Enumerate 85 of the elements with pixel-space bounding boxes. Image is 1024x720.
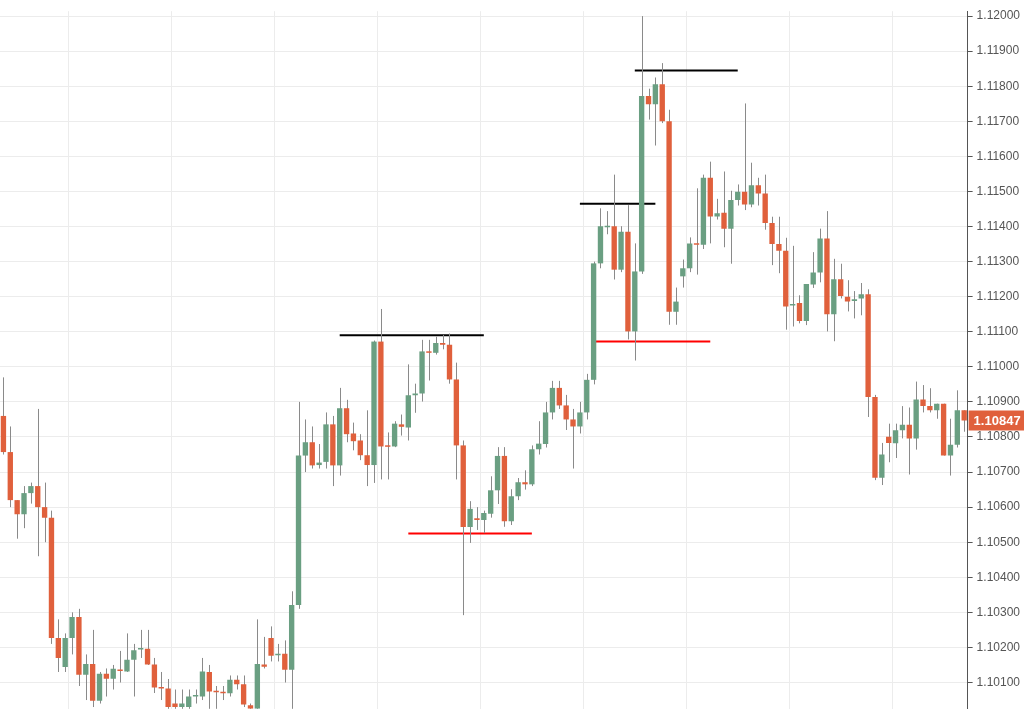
y-tick-label: 1.10300	[976, 604, 1021, 619]
candlestick	[41, 482, 48, 543]
candlestick	[83, 653, 89, 701]
candlestick	[151, 657, 158, 694]
candlestick	[474, 506, 480, 531]
candlestick	[488, 475, 494, 519]
candlestick	[652, 76, 659, 147]
candlestick	[577, 401, 583, 434]
candlestick	[522, 469, 528, 491]
candlestick	[138, 629, 144, 659]
candlestick	[755, 177, 761, 206]
candlestick	[391, 420, 398, 448]
candlestick	[357, 433, 363, 461]
candlestick	[398, 414, 405, 437]
candlestick	[240, 674, 247, 708]
candlestick	[412, 383, 418, 414]
candlestick	[961, 409, 967, 433]
candlestick	[131, 643, 137, 698]
candlestick	[769, 216, 775, 266]
candlestick	[350, 422, 357, 451]
candlestick	[556, 380, 562, 410]
y-tick-label: 1.10800	[976, 429, 1021, 444]
candlestick	[693, 187, 700, 276]
candlestick	[680, 259, 686, 289]
y-tick-label: 1.10900	[976, 394, 1021, 409]
y-tick-label: 1.11600	[976, 148, 1020, 163]
y-tick-label: 1.10100	[976, 674, 1021, 689]
candlestick	[515, 477, 521, 501]
candlestick	[721, 170, 727, 248]
candlestick	[21, 485, 27, 529]
y-tick-label: 1.10200	[976, 639, 1021, 654]
candlestick	[851, 290, 858, 319]
candlestick	[796, 294, 803, 324]
candlestick	[844, 279, 851, 312]
candlestick	[69, 611, 75, 655]
candlestick	[144, 629, 151, 666]
candlestick	[110, 664, 116, 691]
y-tick-label: 1.10400	[976, 569, 1021, 584]
candlestick	[103, 667, 110, 698]
candlestick	[673, 287, 679, 326]
candlestick	[481, 510, 487, 534]
candlestick	[124, 632, 130, 673]
candlestick	[920, 384, 926, 413]
candlestick	[563, 394, 569, 431]
candlestick	[309, 425, 315, 470]
candlestick	[776, 216, 782, 274]
candlestick	[645, 88, 652, 121]
candlestick	[55, 618, 62, 673]
candlestick	[28, 482, 34, 505]
candlestick	[467, 500, 473, 544]
y-tick-label: 1.12000	[976, 8, 1021, 23]
candlestick	[947, 418, 954, 477]
y-tick-label: 1.10600	[976, 499, 1021, 514]
candlestick	[810, 251, 816, 289]
candlestick	[837, 263, 844, 299]
y-tick-label: 1.10500	[976, 534, 1021, 549]
candlestick	[426, 339, 432, 382]
candlestick	[227, 674, 233, 698]
candlestick	[735, 183, 741, 206]
y-tick-label: 1.11500	[976, 183, 1020, 198]
candlestick	[35, 408, 41, 557]
candlestick	[364, 409, 370, 487]
candlestick	[117, 650, 123, 683]
y-tick-label: 1.11700	[976, 113, 1020, 128]
text: 1.10847	[973, 413, 1021, 429]
candlestick	[879, 442, 885, 486]
candlestick	[748, 162, 755, 208]
y-tick-label: 1.11200	[976, 289, 1020, 304]
candlestick	[282, 639, 288, 683]
y-tick-label: 1.11400	[976, 218, 1020, 233]
y-tick-label: 1.11000	[976, 359, 1020, 374]
candlestick	[927, 387, 933, 413]
candlestick	[570, 408, 576, 470]
y-tick-label: 1.11100	[976, 324, 1019, 339]
y-tick-label: 1.11300	[976, 253, 1020, 268]
y-tick-label: 1.11800	[976, 78, 1020, 93]
y-tick-label: 1.10700	[976, 464, 1021, 479]
candlestick	[316, 443, 322, 470]
candlestick	[14, 499, 20, 540]
candlestick	[714, 198, 720, 221]
candlestick	[261, 636, 267, 669]
candlestick	[268, 625, 274, 662]
candlestick	[892, 423, 899, 459]
y-tick-label: 1.11900	[976, 43, 1020, 58]
candlestick	[302, 418, 309, 473]
